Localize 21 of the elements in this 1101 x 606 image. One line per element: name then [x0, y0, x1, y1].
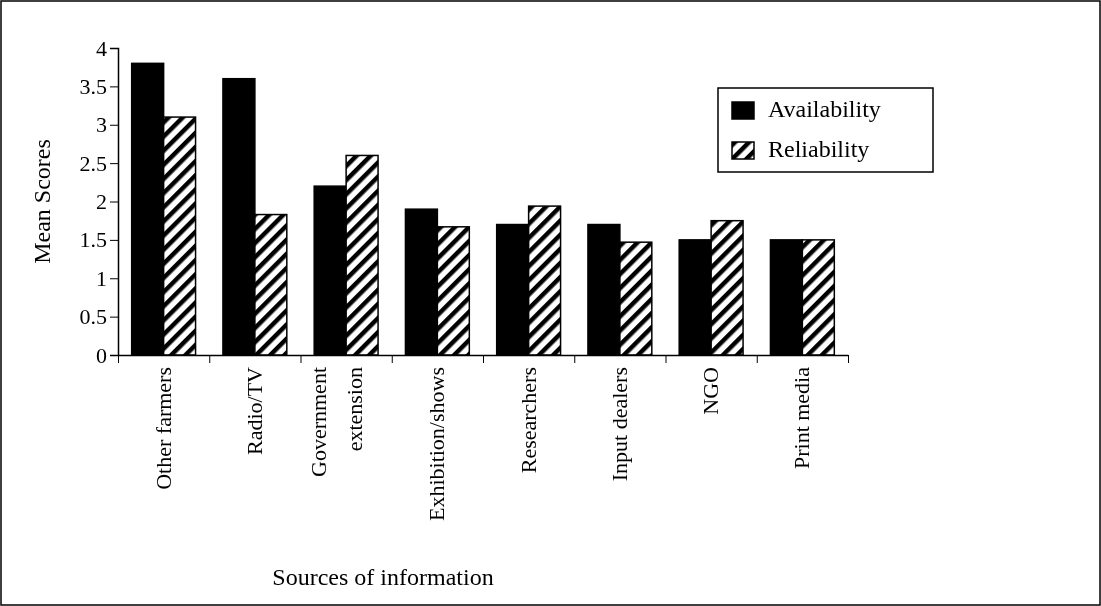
y-tick-label: 3.5 — [79, 73, 107, 99]
y-tick-label: 4 — [96, 35, 107, 61]
x-tick-label: Researchers — [515, 367, 541, 474]
x-tick-label: Radio/TV — [241, 366, 267, 455]
y-tick-label: 0 — [96, 342, 107, 368]
y-tick-label: 2.5 — [79, 150, 107, 176]
x-tick-label: Input dealers — [606, 367, 632, 482]
legend-label: Reliability — [768, 136, 870, 162]
y-tick-label: 1.5 — [79, 227, 107, 253]
x-tick-label: Exhibition/shows — [424, 367, 450, 522]
x-tick-label: Government extension — [306, 367, 368, 477]
y-tick-label: 1 — [96, 265, 107, 291]
x-tick-label: Print media — [789, 366, 815, 470]
legend-label: Availability — [768, 96, 881, 122]
y-tick-label: 0.5 — [79, 304, 107, 330]
x-tick-label: NGO — [698, 367, 724, 415]
y-tick-label: 2 — [96, 189, 107, 215]
y-tick-label: 3 — [96, 112, 107, 138]
x-tick-label: Other farmers — [150, 367, 176, 490]
x-axis-title: Sources of information — [272, 564, 494, 590]
y-axis-title: Mean Scores — [29, 139, 55, 264]
